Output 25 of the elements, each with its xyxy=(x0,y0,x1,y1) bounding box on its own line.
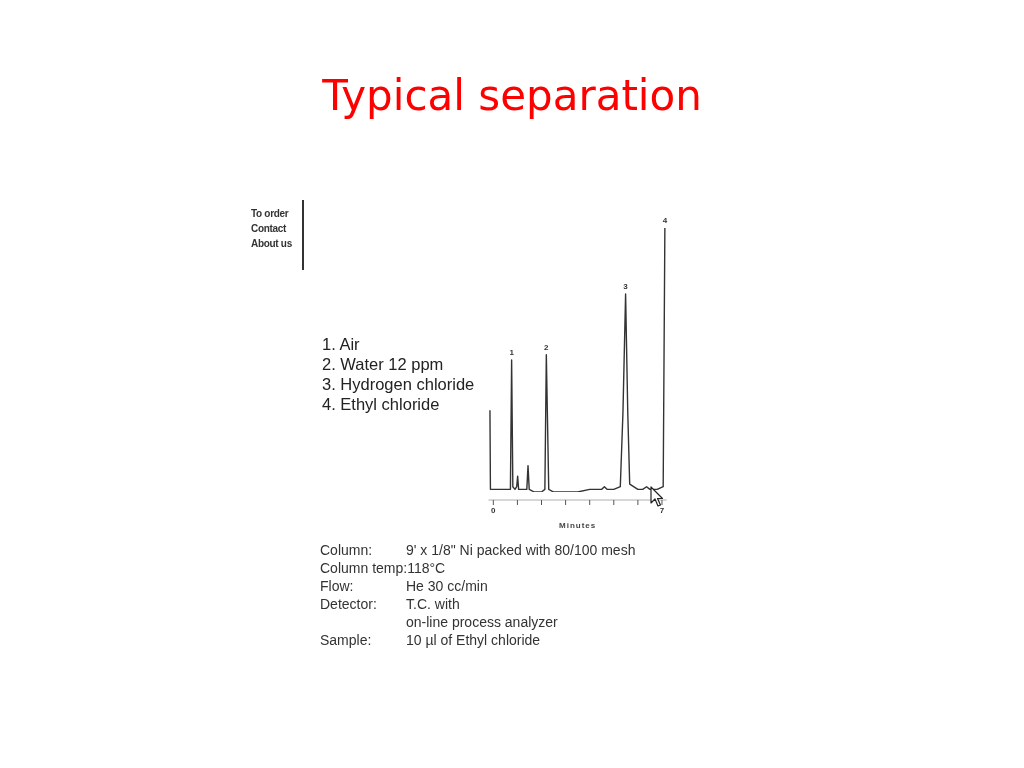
text: on-line process analyzer xyxy=(406,614,558,631)
chart-title: Typical separation xyxy=(321,71,703,121)
x-tick-label: 7 xyxy=(659,505,665,515)
text: Detector: xyxy=(320,596,377,613)
text: He 30 cc/min xyxy=(406,578,488,595)
annotation: 4 xyxy=(662,216,668,225)
text: To order xyxy=(251,208,289,220)
text: Sample: xyxy=(320,632,372,649)
annotation: 3 xyxy=(623,282,629,291)
text: 3. Hydrogen chloride xyxy=(322,374,475,394)
text: 9' x 1/8" Ni packed with 80/100 mesh xyxy=(406,542,636,559)
text: About us xyxy=(251,238,292,250)
x-tick-label: 0 xyxy=(491,505,497,515)
text: Column temp:118°C xyxy=(320,560,446,577)
text: 2. Water 12 ppm xyxy=(322,354,444,374)
text: Flow: xyxy=(320,578,354,595)
x-axis-title: Minutes xyxy=(559,521,597,530)
text: Contact xyxy=(251,223,287,235)
annotation: 1 xyxy=(509,348,515,357)
text: 4. Ethyl chloride xyxy=(322,394,440,414)
annotation: 2 xyxy=(544,342,550,352)
text: Column: xyxy=(320,542,373,559)
text: 1. Air xyxy=(322,334,360,354)
text: T.C. with xyxy=(406,596,460,613)
text: 10 µl of Ethyl chloride xyxy=(406,632,541,649)
